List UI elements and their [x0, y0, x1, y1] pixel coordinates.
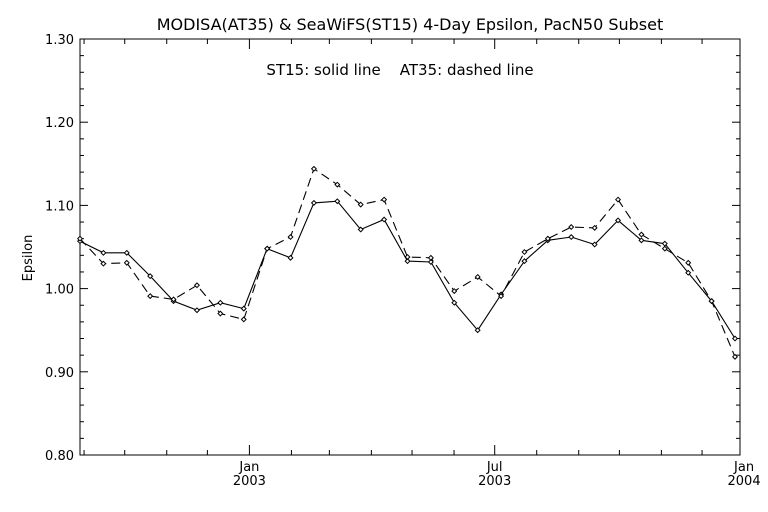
data-point-at35 [638, 231, 645, 238]
data-point-at35 [404, 253, 411, 260]
data-point-at35 [287, 234, 294, 241]
data-point-st15 [474, 327, 481, 334]
y-tick-label: 1.30 [45, 33, 74, 48]
chart-title: MODISA(AT35) & SeaWiFS(ST15) 4-Day Epsil… [157, 15, 664, 34]
data-point-at35 [240, 316, 247, 323]
data-point-at35 [615, 196, 622, 203]
data-point-st15 [193, 307, 200, 314]
data-point-at35 [568, 224, 575, 231]
data-point-st15 [310, 199, 317, 206]
data-point-at35 [451, 288, 458, 295]
data-point-at35 [521, 248, 528, 255]
data-point-at35 [100, 260, 107, 267]
data-point-st15 [685, 269, 692, 276]
x-tick-month-label: Jan [238, 460, 259, 475]
series-line-at35 [79, 167, 736, 358]
series-layer [76, 165, 739, 360]
y-tick-label: 0.90 [45, 366, 74, 381]
x-axis: Jan2003Jul2003Jan2004Jul2004 [83, 39, 761, 489]
data-point-at35 [591, 224, 598, 231]
data-point-st15 [427, 258, 434, 265]
y-tick-label: 0.80 [45, 449, 74, 464]
y-tick-label: 1.20 [45, 116, 74, 131]
data-point-at35 [731, 353, 739, 360]
data-point-at35 [661, 245, 668, 252]
y-axis-label: Epsilon [21, 235, 36, 282]
data-point-st15 [404, 258, 411, 265]
data-point-st15 [638, 237, 645, 244]
y-tick-label: 1.00 [45, 283, 74, 298]
data-point-st15 [217, 299, 224, 306]
data-point-st15 [357, 226, 364, 233]
chart-annotation: ST15: solid line AT35: dashed line [266, 61, 533, 79]
data-point-at35 [264, 245, 271, 252]
data-point-at35 [217, 310, 224, 317]
data-point-at35 [193, 282, 200, 289]
data-point-at35 [685, 259, 692, 266]
data-point-at35 [334, 181, 341, 188]
x-tick-year-label: 2003 [478, 474, 511, 489]
data-point-st15 [615, 217, 622, 224]
data-point-at35 [123, 259, 130, 266]
data-point-st15 [123, 249, 130, 256]
data-point-st15 [100, 249, 107, 256]
x-tick-year-label: 2003 [233, 474, 266, 489]
x-tick-month-label: Jul [486, 460, 503, 475]
data-point-at35 [170, 296, 177, 303]
data-point-st15 [240, 305, 247, 312]
x-tick-year-label: 2004 [728, 474, 761, 489]
data-point-st15 [334, 198, 341, 205]
data-point-st15 [381, 216, 388, 223]
series-line-st15 [79, 200, 736, 339]
data-point-st15 [731, 335, 739, 342]
data-point-st15 [591, 241, 598, 248]
data-point-at35 [381, 196, 388, 203]
plot-frame [79, 38, 741, 456]
data-point-st15 [147, 273, 154, 280]
data-point-at35 [147, 293, 154, 300]
data-point-st15 [521, 258, 528, 265]
y-tick-label: 1.10 [45, 199, 74, 214]
data-point-at35 [498, 293, 505, 300]
data-point-at35 [474, 273, 481, 280]
data-point-at35 [357, 201, 364, 208]
data-point-st15 [568, 234, 575, 241]
data-point-at35 [708, 298, 715, 305]
data-point-at35 [427, 254, 434, 261]
x-tick-month-label: Jan [733, 460, 754, 475]
data-point-st15 [287, 254, 294, 261]
y-axis: 0.80 0.90 1.00 1.10 1.20 1.30 [45, 33, 740, 464]
data-point-at35 [310, 165, 317, 172]
data-point-st15 [451, 299, 458, 306]
data-point-at35 [76, 235, 84, 242]
data-point-at35 [544, 235, 551, 242]
